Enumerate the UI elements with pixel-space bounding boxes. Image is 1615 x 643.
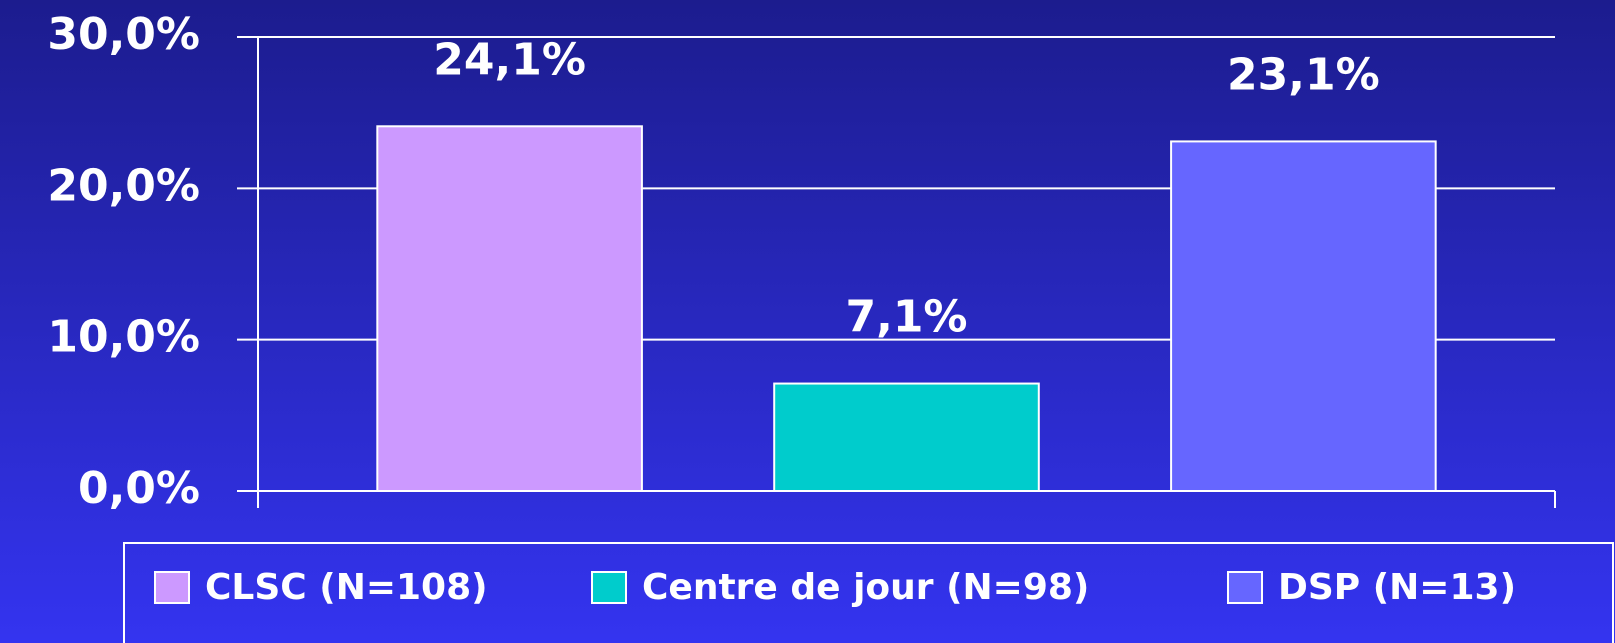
- data-label: 24,1%: [433, 34, 586, 85]
- legend-swatch: [1227, 571, 1263, 604]
- data-label: 23,1%: [1227, 49, 1380, 100]
- bar: [773, 382, 1040, 493]
- legend-box: [123, 542, 1614, 643]
- bar: [376, 125, 643, 493]
- data-label: 7,1%: [845, 292, 967, 343]
- legend-label: DSP (N=13): [1278, 567, 1516, 608]
- legend-label: CLSC (N=108): [205, 567, 488, 608]
- y-tick-label: 10,0%: [47, 312, 200, 363]
- legend-label: Centre de jour (N=98): [642, 567, 1089, 608]
- legend-swatch: [154, 571, 190, 604]
- legend-swatch: [591, 571, 627, 604]
- y-tick-label: 20,0%: [47, 160, 200, 211]
- bar: [1170, 140, 1437, 492]
- y-tick-label: 30,0%: [47, 9, 200, 60]
- y-tick-label: 0,0%: [78, 463, 200, 514]
